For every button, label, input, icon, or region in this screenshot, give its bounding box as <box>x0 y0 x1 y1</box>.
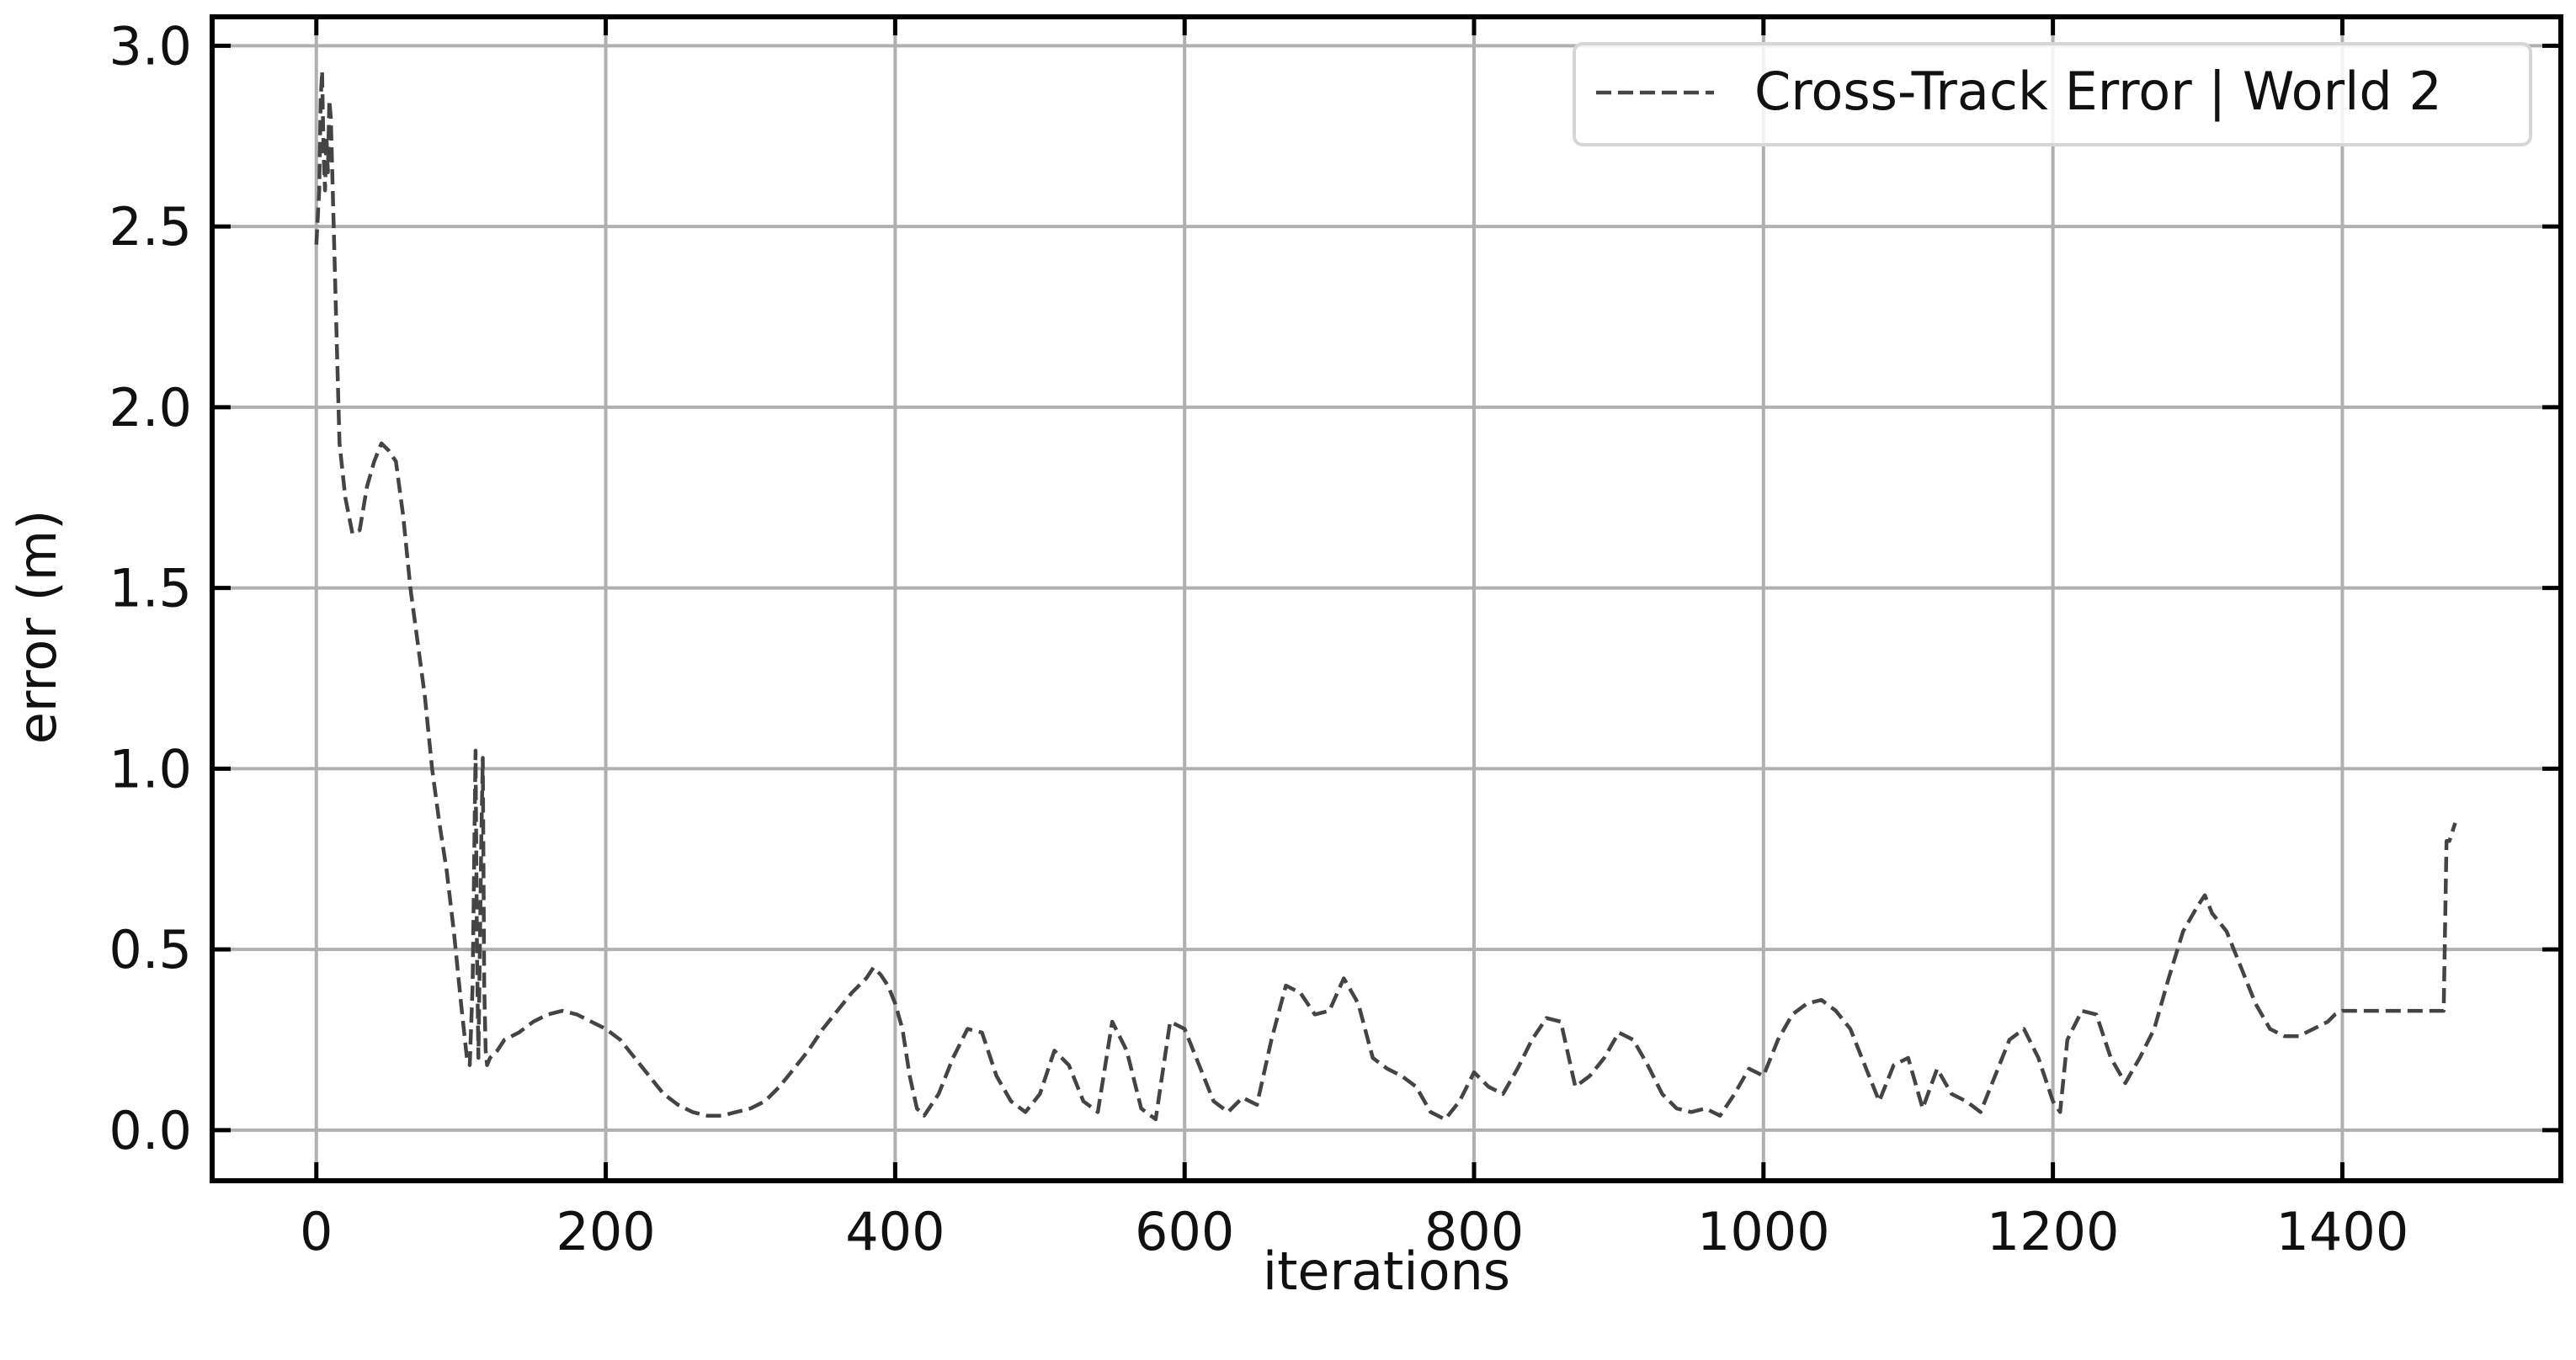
y-tick-label: 1.5 <box>109 558 192 619</box>
legend-label: Cross-Track Error | World 2 <box>1754 61 2442 123</box>
x-tick-label: 400 <box>845 1201 945 1262</box>
y-tick-label: 3.0 <box>109 15 192 77</box>
axes-frame <box>210 14 2563 1183</box>
y-tick-label: 2.5 <box>109 196 192 258</box>
series-line-0 <box>314 69 2457 1122</box>
x-axis-label: iterations <box>1263 1240 1510 1302</box>
legend: Cross-Track Error | World 2 <box>1573 42 2532 146</box>
x-tick-label: 200 <box>556 1201 655 1262</box>
x-tick-label: 1000 <box>1697 1201 1830 1262</box>
x-tick-label: 800 <box>1424 1201 1524 1262</box>
series-layer <box>314 69 2457 1122</box>
x-tick-label: 1200 <box>1987 1201 2120 1262</box>
grid <box>212 17 2561 1181</box>
tick-labels: 0 200 400 600 800 1000 1200 1400 0.0 0.5 1.0 1.5 2.0… <box>109 15 2408 1262</box>
y-tick-label: 0.5 <box>109 919 192 980</box>
y-tick-label: 1.0 <box>109 738 192 800</box>
ticks <box>212 17 2561 1181</box>
x-tick-label: 0 <box>300 1201 333 1262</box>
x-tick-label: 1400 <box>2276 1201 2409 1262</box>
y-tick-label: 0.0 <box>109 1100 192 1161</box>
y-axis-label: error (m) <box>7 510 68 745</box>
y-tick-label: 2.0 <box>109 377 192 438</box>
legend-box <box>1573 42 2532 146</box>
x-tick-label: 600 <box>1135 1201 1234 1262</box>
